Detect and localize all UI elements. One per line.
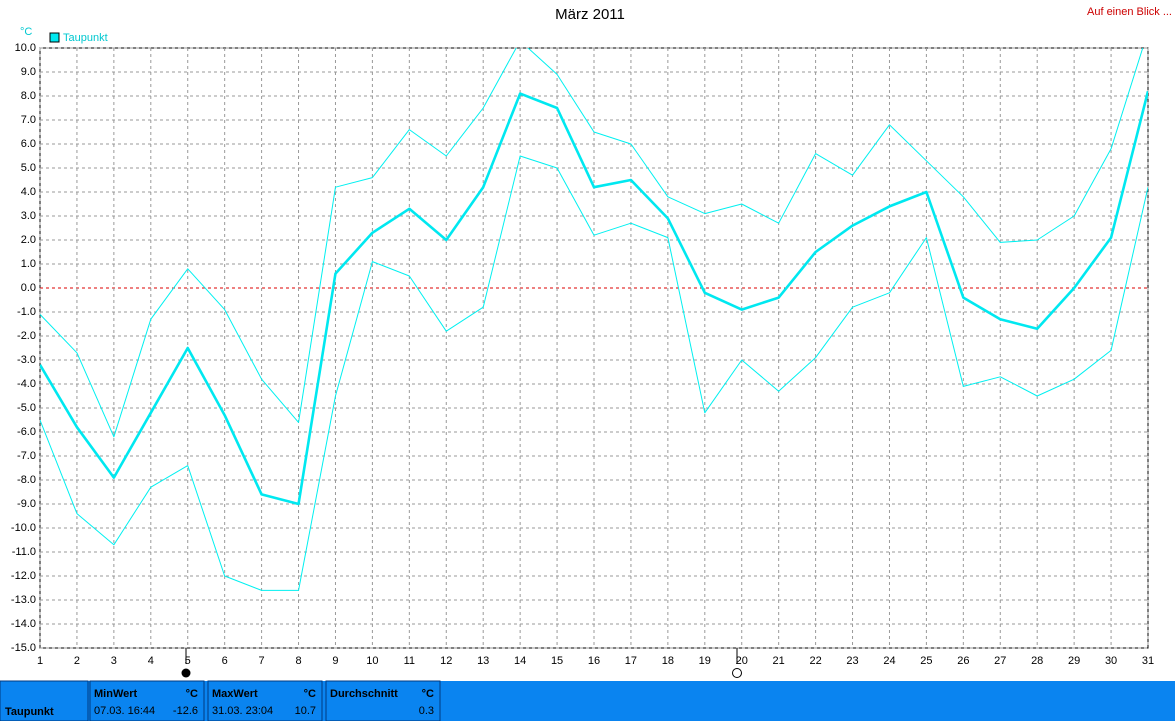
y-tick-label: -5.0 [17,402,36,414]
y-tick-label: -14.0 [11,618,36,630]
x-tick-label: 12 [440,655,452,667]
grid [39,47,1149,649]
x-tick-label: 10 [366,655,378,667]
x-tick-label: 9 [332,655,338,667]
series-line [40,90,1148,506]
y-tick-label: 5.0 [21,162,36,174]
y-tick-label: -9.0 [17,498,36,510]
col-value: -12.6 [173,705,198,717]
x-tick-label: 23 [846,655,858,667]
y-tick-label: -7.0 [17,450,36,462]
x-tick-label: 14 [514,655,526,667]
y-tick-label: 7.0 [21,114,36,126]
y-tick-label: 1.0 [21,258,36,270]
series-line [40,155,1148,591]
x-tick-label: 5 [185,655,191,667]
col-value: 10.7 [295,705,316,717]
full-moon-icon [732,668,742,678]
x-tick-label: 27 [994,655,1006,667]
lines [40,48,1148,591]
y-tick-label: -2.0 [17,330,36,342]
y-tick-label: 8.0 [21,90,36,102]
y-unit: °C [20,26,32,38]
x-tick-label: 25 [920,655,932,667]
x-tick-label: 24 [883,655,895,667]
x-tick-label: 28 [1031,655,1043,667]
col-unit: °C [186,688,198,700]
y-tick-label: -12.0 [11,570,36,582]
x-tick-label: 8 [295,655,301,667]
x-tick-label: 16 [588,655,600,667]
x-tick-label: 13 [477,655,489,667]
summary-cell [325,680,441,721]
y-tick-label: -6.0 [17,426,36,438]
summary-cell [207,680,323,721]
col-title: MaxWert [212,688,258,700]
x-tick-label: 3 [111,655,117,667]
x-tick-label: 4 [148,655,154,667]
x-tick-label: 21 [773,655,785,667]
legend-swatch [49,32,60,43]
col-title: MinWert [94,688,138,700]
x-tick-label: 6 [222,655,228,667]
y-tick-label: -11.0 [12,546,36,558]
summary-label: Taupunkt [5,706,54,718]
y-tick-label: -4.0 [17,378,36,390]
y-tick-label: -15.0 [11,642,36,654]
col-time: 31.03. 23:04 [212,705,273,717]
y-tick-label: -8.0 [17,474,36,486]
series-line [40,48,1144,438]
col-value: 0.3 [419,705,434,717]
y-tick-label: 3.0 [21,210,36,222]
x-tick-label: 15 [551,655,563,667]
col-time: 07.03. 16:44 [94,705,155,717]
y-tick-label: 10.0 [15,42,36,54]
y-tick-label: -13.0 [11,594,36,606]
col-unit: °C [304,688,316,700]
x-tick-label: 30 [1105,655,1117,667]
summary-cell [0,680,89,721]
legend: Taupunkt [49,32,108,44]
x-tick-label: 7 [259,655,265,667]
x-tick-label: 11 [404,655,415,667]
y-tick-label: 2.0 [21,234,36,246]
legend-label: Taupunkt [63,32,108,44]
x-tick-label: 26 [957,655,969,667]
y-tick-label: -10.0 [11,522,36,534]
x-tick-label: 17 [625,655,637,667]
x-tick-label: 19 [699,655,711,667]
x-tick-label: 18 [662,655,674,667]
x-tick-label: 31 [1142,655,1154,667]
col-title: Durchschnitt [330,688,398,700]
x-tick-label: 29 [1068,655,1080,667]
y-tick-label: -1.0 [17,306,36,318]
x-tick-label: 1 [37,655,43,667]
y-tick-label: 9.0 [21,66,36,78]
y-tick-label: -3.0 [17,354,36,366]
col-unit: °C [422,688,434,700]
x-tick-label: 2 [74,655,80,667]
summary-bar: Taupunkt MinWert °C 07.03. 16:44 -12.6 M… [0,680,1175,721]
new-moon-icon [181,668,191,678]
summary-cell [89,680,205,721]
x-tick-label: 22 [809,655,821,667]
y-tick-label: 6.0 [21,138,36,150]
chart-title: März 2011 [555,6,625,23]
y-tick-label: 0.0 [21,282,36,294]
overview-link[interactable]: Auf einen Blick ... [1087,6,1172,18]
y-tick-label: 4.0 [21,186,36,198]
x-tick-label: 20 [736,655,748,667]
